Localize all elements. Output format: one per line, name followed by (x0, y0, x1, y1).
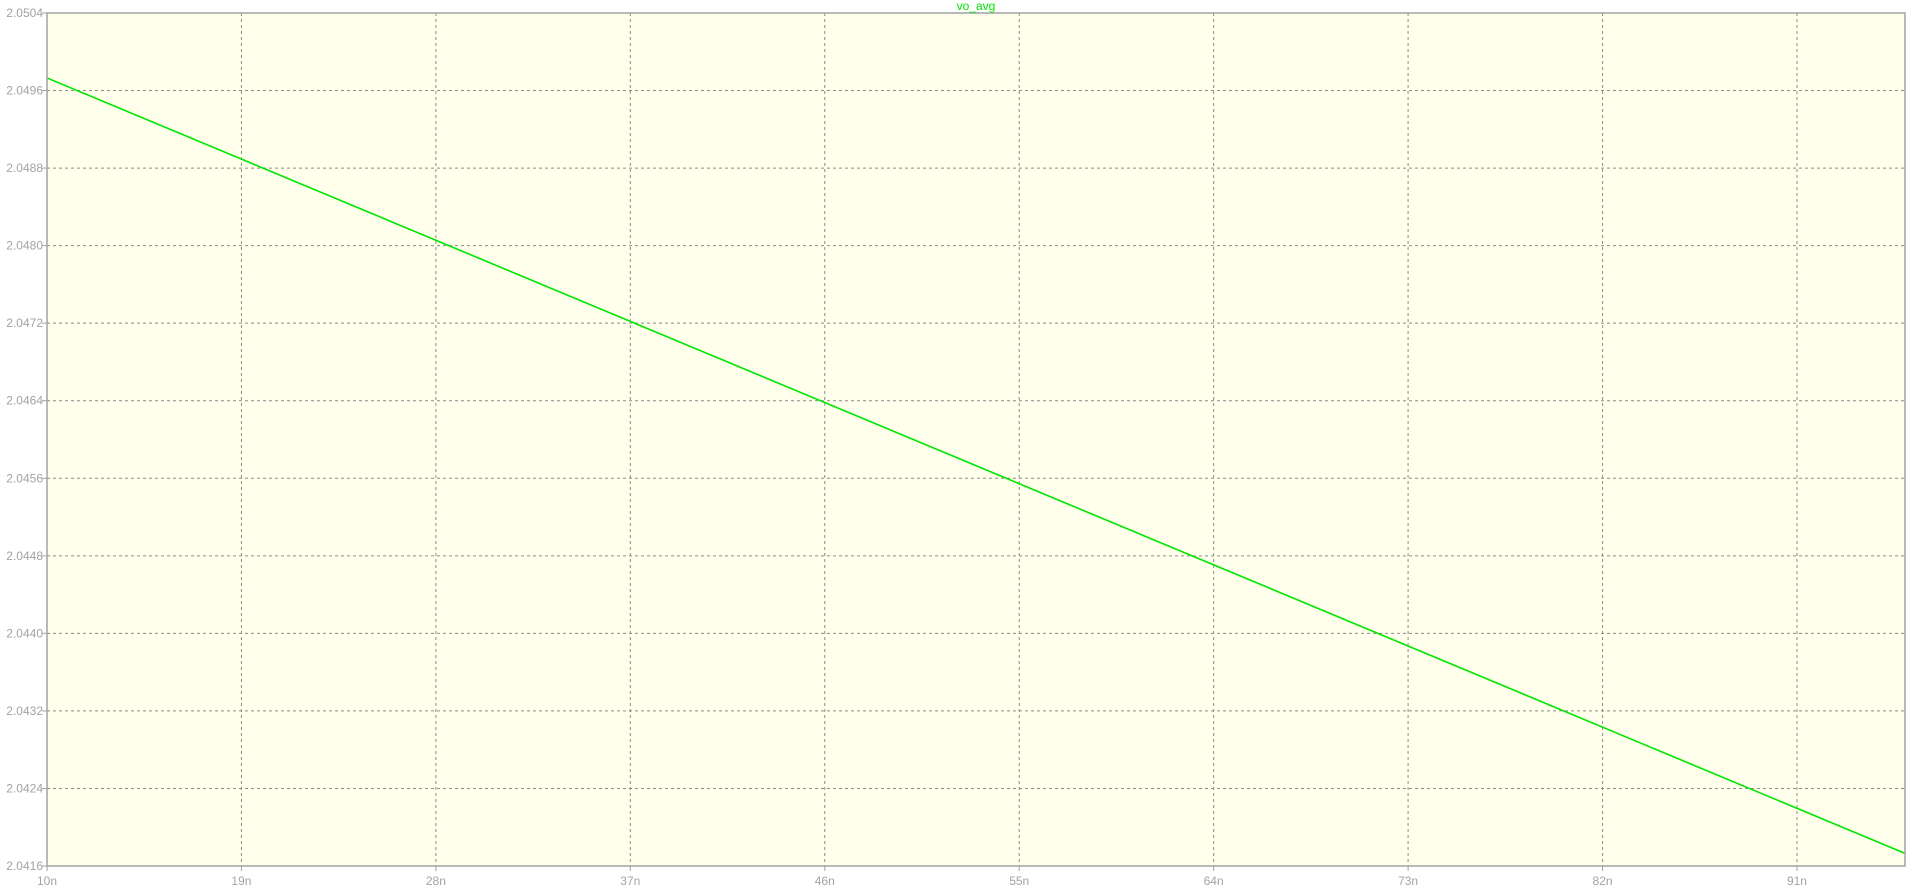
y-tick-label: 2.0456 (6, 471, 43, 485)
plot-area (47, 13, 1905, 866)
y-tick-label: 2.0496 (6, 84, 43, 98)
x-axis-ticks: 10n 19n 28n 37n 46n 55n 64n 73n 82n 91n (37, 866, 1807, 888)
x-tick-label: 82n (1593, 874, 1613, 888)
y-tick-label: 2.0416 (6, 859, 43, 873)
y-tick-label: 2.0448 (6, 549, 43, 563)
x-tick-label: 55n (1009, 874, 1029, 888)
trace-name-label[interactable]: vo_avg (957, 0, 996, 13)
x-tick-label: 19n (231, 874, 251, 888)
x-tick-label: 37n (620, 874, 640, 888)
x-tick-label: 10n (37, 874, 57, 888)
y-tick-label: 2.0480 (6, 239, 43, 253)
y-tick-label: 2.0440 (6, 626, 43, 640)
y-tick-label: 2.0464 (6, 394, 43, 408)
series-layer (46, 77, 1906, 855)
x-tick-label: 64n (1204, 874, 1224, 888)
x-tick-label: 73n (1398, 874, 1418, 888)
grid (47, 13, 1905, 866)
y-axis-ticks: 2.0504 2.0496 2.0488 2.0480 2.0472 2.0464 2.04… (6, 6, 47, 873)
y-tick-label: 2.0424 (6, 781, 43, 795)
y-tick-label: 2.0472 (6, 316, 43, 330)
y-tick-label: 2.0432 (6, 704, 43, 718)
x-tick-label: 28n (426, 874, 446, 888)
plot-frame (46, 12, 1906, 867)
x-tick-label: 46n (815, 874, 835, 888)
series-line-vo-avg (46, 77, 1906, 855)
y-tick-label: 2.0504 (6, 6, 43, 20)
y-tick-label: 2.0488 (6, 161, 43, 175)
x-tick-label: 91n (1787, 874, 1807, 888)
